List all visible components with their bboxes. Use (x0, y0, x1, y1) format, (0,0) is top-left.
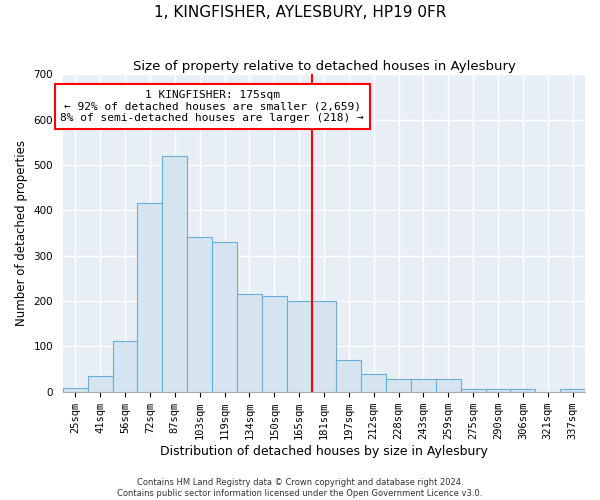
Bar (337, 360, 361, 392)
Bar (137, 204, 163, 392)
Bar (461, 390, 485, 392)
Bar (411, 379, 436, 392)
Text: Contains HM Land Registry data © Crown copyright and database right 2024.
Contai: Contains HM Land Registry data © Crown c… (118, 478, 482, 498)
Y-axis label: Number of detached properties: Number of detached properties (15, 140, 28, 326)
Bar (436, 379, 461, 392)
Bar (88, 376, 113, 392)
Text: 1 KINGFISHER: 175sqm
← 92% of detached houses are smaller (2,659)
8% of semi-det: 1 KINGFISHER: 175sqm ← 92% of detached h… (60, 90, 364, 123)
Bar (511, 390, 535, 392)
Bar (63, 388, 88, 392)
Bar (113, 341, 137, 392)
Bar (287, 301, 311, 392)
Bar (212, 242, 237, 392)
Bar (560, 390, 585, 392)
Bar (237, 294, 262, 392)
Bar (163, 156, 187, 392)
Title: Size of property relative to detached houses in Aylesbury: Size of property relative to detached ho… (133, 60, 515, 73)
Bar (262, 296, 287, 392)
Bar (386, 379, 411, 392)
Bar (361, 374, 386, 392)
Bar (311, 301, 337, 392)
Text: 1, KINGFISHER, AYLESBURY, HP19 0FR: 1, KINGFISHER, AYLESBURY, HP19 0FR (154, 5, 446, 20)
Bar (187, 238, 212, 392)
X-axis label: Distribution of detached houses by size in Aylesbury: Distribution of detached houses by size … (160, 444, 488, 458)
Bar (485, 390, 511, 392)
